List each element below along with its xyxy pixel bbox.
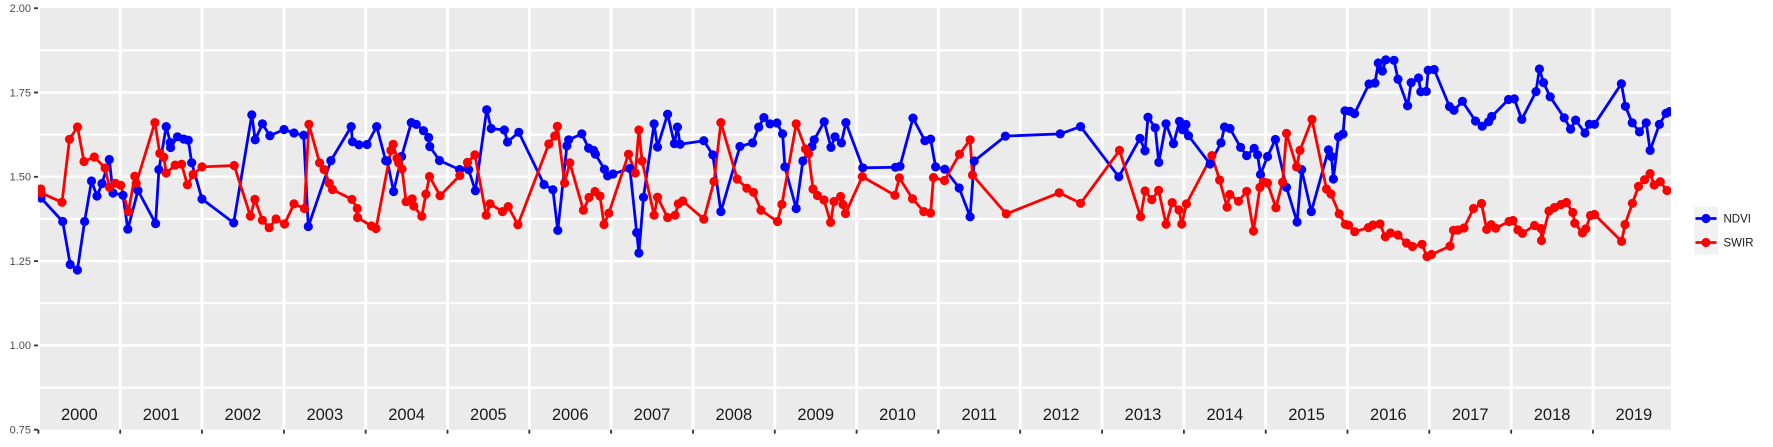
svg-text:2012: 2012 — [1043, 406, 1080, 424]
svg-text:2008: 2008 — [716, 406, 753, 424]
svg-text:2001: 2001 — [143, 406, 180, 424]
svg-text:1.75: 1.75 — [10, 87, 31, 99]
svg-text:2018: 2018 — [1534, 406, 1571, 424]
svg-text:NDVI: NDVI — [1724, 214, 1751, 226]
svg-text:2002: 2002 — [225, 406, 262, 424]
svg-text:2009: 2009 — [797, 406, 834, 424]
svg-text:2013: 2013 — [1125, 406, 1162, 424]
svg-text:1.25: 1.25 — [10, 256, 31, 268]
svg-text:2006: 2006 — [552, 406, 589, 424]
svg-text:2004: 2004 — [388, 406, 425, 424]
svg-text:2011: 2011 — [962, 406, 997, 424]
svg-text:2003: 2003 — [306, 406, 343, 424]
svg-text:2.00: 2.00 — [10, 3, 31, 15]
svg-text:0.75: 0.75 — [10, 425, 31, 437]
svg-text:1.00: 1.00 — [10, 340, 31, 352]
svg-text:2010: 2010 — [879, 406, 916, 424]
svg-text:2015: 2015 — [1288, 406, 1325, 424]
svg-text:2005: 2005 — [470, 406, 507, 424]
svg-text:1.50: 1.50 — [10, 172, 31, 184]
svg-text:2000: 2000 — [61, 406, 98, 424]
svg-text:SWIR: SWIR — [1724, 238, 1754, 250]
svg-text:2016: 2016 — [1370, 406, 1407, 424]
svg-text:2017: 2017 — [1452, 406, 1489, 424]
svg-text:2014: 2014 — [1206, 406, 1243, 424]
svg-text:2019: 2019 — [1616, 406, 1653, 424]
svg-text:2007: 2007 — [634, 406, 671, 424]
